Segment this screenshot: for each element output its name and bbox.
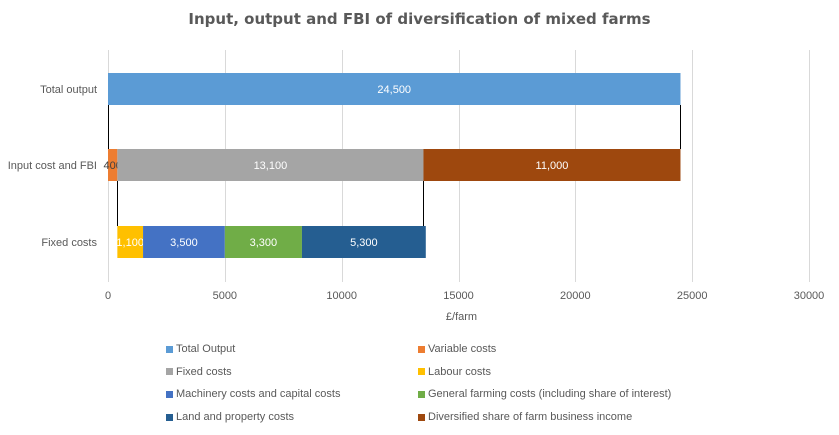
legend-swatch xyxy=(418,413,425,421)
x-tick-label-0: 0 xyxy=(105,290,111,302)
legend-label: Total Output xyxy=(176,343,236,355)
x-tick-label-3: 15000 xyxy=(443,290,474,302)
bar-segment-6-2 xyxy=(301,226,426,258)
legend-label: Machinery costs and capital costs xyxy=(176,388,341,401)
data-label-5-2: 3,300 xyxy=(250,237,278,249)
legend-item-5: General farming costs (including share o… xyxy=(418,387,671,401)
legend-swatch xyxy=(166,390,173,398)
data-label-3-2: 1,100 xyxy=(116,237,144,249)
legend-item-4: Machinery costs and capital costs xyxy=(166,387,340,401)
legend-item-7: Diversified share of farm business incom… xyxy=(418,410,632,424)
bar-segment-0-0 xyxy=(108,73,681,105)
legend-label: Land and property costs xyxy=(176,411,295,424)
legend-swatch xyxy=(166,345,173,353)
category-label-1: Input cost and FBI xyxy=(8,160,97,172)
bar-segment-4-2 xyxy=(143,226,225,258)
x-tick-label-6: 30000 xyxy=(794,290,825,302)
legend-item-0: Total Output xyxy=(166,342,235,356)
bar-segment-5-2 xyxy=(224,226,302,258)
category-label-0: Total output xyxy=(40,84,97,96)
data-label-4-2: 3,500 xyxy=(170,237,198,249)
bar-segment-1-1 xyxy=(108,149,118,181)
legend-label: Variable costs xyxy=(428,343,497,355)
x-axis-label: £/farm xyxy=(446,311,477,323)
legend-item-1: Variable costs xyxy=(418,342,496,356)
legend-swatch xyxy=(418,345,425,353)
data-label-1-1: 400 xyxy=(103,160,121,172)
legend-item-2: Fixed costs xyxy=(166,365,232,379)
legend-item-6: Land and property costs xyxy=(166,410,294,424)
legend-item-3: Labour costs xyxy=(418,365,491,379)
legend-label: Diversified share of farm business incom… xyxy=(428,411,633,424)
bar-segment-2-1 xyxy=(117,149,424,181)
chart-title: Input, output and FBI of diversification… xyxy=(188,10,651,28)
data-label-7-1: 11,000 xyxy=(536,160,569,172)
x-tick-label-5: 25000 xyxy=(677,290,708,302)
legend-swatch xyxy=(166,413,173,421)
category-label-2: Fixed costs xyxy=(41,237,97,249)
legend-label: General farming costs (including share o… xyxy=(428,388,672,401)
bar-segment-7-1 xyxy=(423,149,681,181)
legend-label: Labour costs xyxy=(428,365,491,378)
data-label-0-0: 24,500 xyxy=(377,84,411,96)
legend-swatch xyxy=(166,368,173,376)
legend-label: Fixed costs xyxy=(176,365,232,378)
legend-swatch xyxy=(418,390,425,398)
x-tick-label-4: 20000 xyxy=(560,290,591,302)
data-label-6-2: 5,300 xyxy=(350,237,378,249)
x-tick-label-2: 10000 xyxy=(326,290,357,302)
x-tick-label-1: 5000 xyxy=(213,290,237,302)
legend-swatch xyxy=(418,368,425,376)
bar-segment-3-2 xyxy=(117,226,144,258)
data-label-2-1: 13,100 xyxy=(254,160,288,172)
